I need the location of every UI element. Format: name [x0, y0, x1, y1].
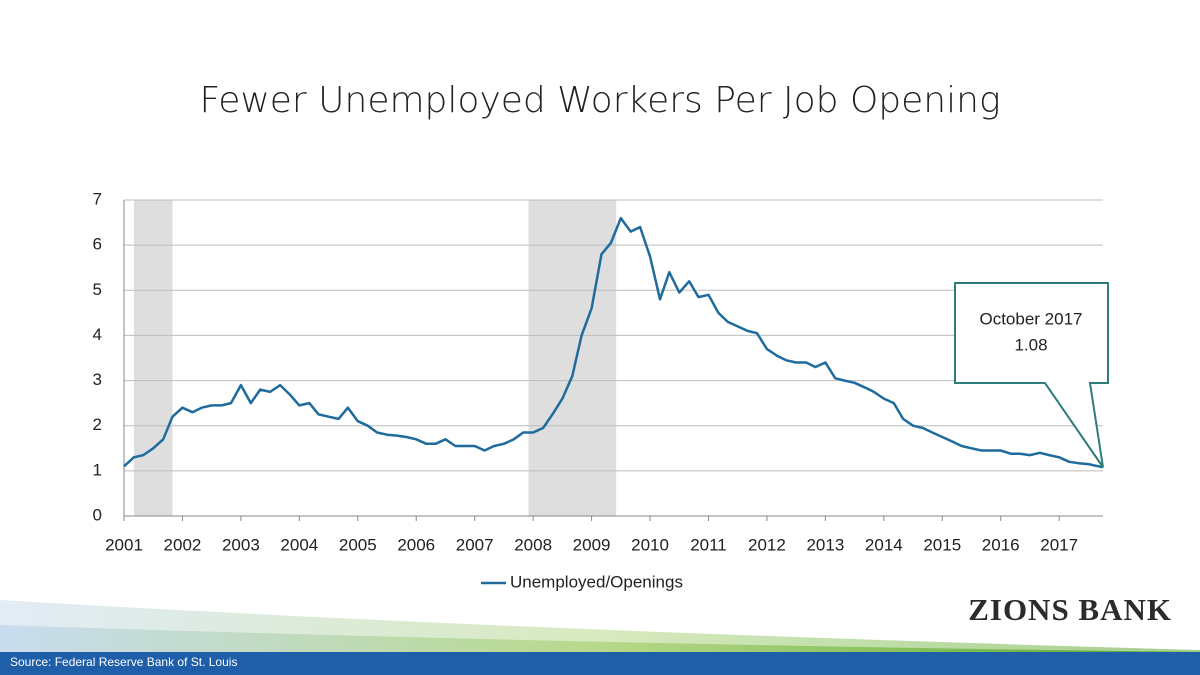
recession-shade: [528, 200, 617, 516]
x-tick-label: 2002: [164, 535, 202, 554]
logo: ZIONS BANK: [968, 592, 1172, 627]
annotation-label: October 2017: [979, 309, 1082, 328]
y-tick-label: 3: [93, 370, 102, 389]
y-tick-label: 1: [93, 460, 102, 479]
x-tick-label: 2017: [1040, 535, 1078, 554]
x-tick-label: 2016: [982, 535, 1020, 554]
x-tick-label: 2007: [456, 535, 494, 554]
y-tick-label: 5: [93, 280, 102, 299]
x-tick-label: 2014: [865, 535, 903, 554]
x-tick-label: 2015: [923, 535, 961, 554]
x-tick-label: 2008: [514, 535, 552, 554]
y-tick-label: 7: [93, 189, 102, 208]
x-tick-label: 2013: [806, 535, 844, 554]
x-tick-label: 2001: [105, 535, 143, 554]
x-tick-label: 2004: [280, 535, 318, 554]
x-tick-label: 2011: [690, 535, 727, 554]
chart-title: Fewer Unemployed Workers Per Job Opening: [199, 80, 1000, 121]
recession-shade: [133, 200, 173, 516]
swoosh: [0, 625, 1200, 660]
callout: [954, 282, 1109, 468]
footer-band: [0, 652, 1200, 675]
x-tick-label: 2012: [748, 535, 786, 554]
x-tick-label: 2005: [339, 535, 377, 554]
y-tick-label: 4: [93, 325, 102, 344]
y-tick-label: 6: [93, 235, 102, 254]
x-tick-label: 2003: [222, 535, 260, 554]
x-tick-label: 2006: [397, 535, 435, 554]
y-tick-label: 2: [93, 415, 102, 434]
data-line: [123, 216, 1104, 469]
x-tick-label: 2009: [573, 535, 611, 554]
x-tick-label: 2010: [631, 535, 669, 554]
legend-label: Unemployed/Openings: [510, 572, 683, 591]
annotation-value: 1.08: [1014, 335, 1047, 354]
source: Source: Federal Reserve Bank of St. Loui…: [10, 655, 237, 669]
y-tick-label: 0: [93, 505, 102, 524]
